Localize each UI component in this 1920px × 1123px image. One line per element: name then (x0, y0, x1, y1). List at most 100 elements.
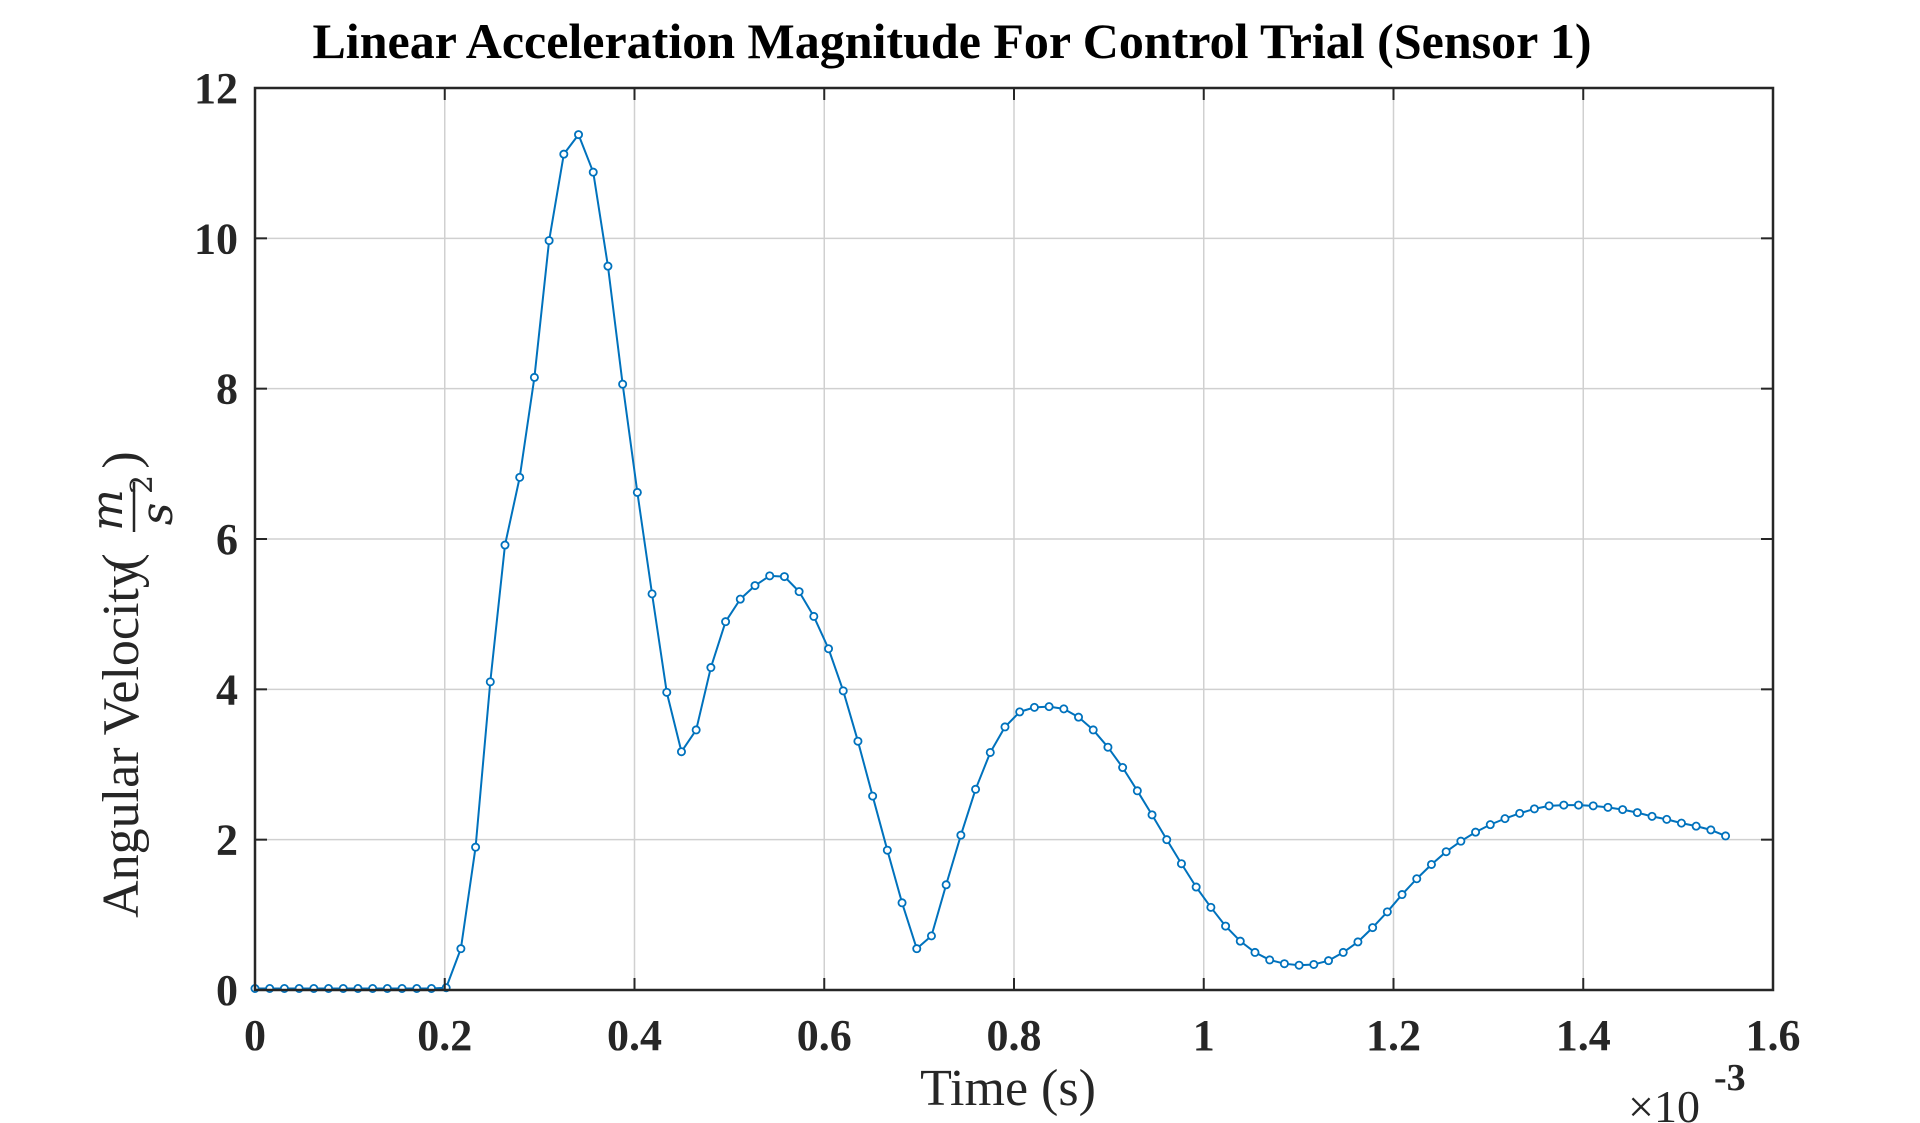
data-point (529, 372, 539, 382)
y-axis-label: Angular Velocity (93, 562, 150, 918)
data-point (1529, 804, 1539, 814)
y-unit-open-paren: ( (93, 553, 150, 570)
data-point (485, 677, 495, 687)
data-point (1176, 859, 1186, 869)
data-point (809, 611, 819, 621)
data-point (1221, 921, 1231, 931)
x-tick-label: 1 (1193, 1011, 1215, 1060)
y-tick-label: 4 (216, 665, 238, 714)
data-point (1706, 825, 1716, 835)
data-point (706, 663, 716, 673)
data-point (1426, 859, 1436, 869)
data-point (765, 571, 775, 581)
data-point (1456, 836, 1466, 846)
y-tick-labels: 0 2 4 6 8 10 12 (194, 64, 238, 1015)
x-exponent-power: -3 (1714, 1057, 1746, 1099)
y-tick-label: 8 (216, 365, 238, 414)
data-point (1235, 936, 1245, 946)
grid-lines (254, 87, 1774, 991)
data-point (897, 898, 907, 908)
data-point (1132, 786, 1142, 796)
series-line (255, 133, 1726, 990)
data-point (574, 130, 584, 140)
x-tick-label: 0.4 (607, 1011, 662, 1060)
data-point (838, 686, 848, 696)
data-point (1559, 800, 1569, 810)
x-exponent-base: ×10 (1628, 1081, 1700, 1123)
chart-title: Linear Acceleration Magnitude For Contro… (312, 13, 1591, 69)
x-tick-label: 1.2 (1366, 1011, 1421, 1060)
data-point (1147, 810, 1157, 820)
data-point (1471, 827, 1481, 837)
data-point (1485, 820, 1495, 830)
data-series (250, 130, 1731, 993)
y-tick-label: 2 (216, 816, 238, 865)
data-point (1265, 955, 1275, 965)
data-point (1294, 960, 1304, 970)
data-point (721, 617, 731, 627)
data-point (1324, 956, 1334, 966)
data-point (853, 736, 863, 746)
data-point (1618, 805, 1628, 815)
y-axis-label-group: Angular Velocity ( m s 2 ) (82, 451, 183, 918)
y-unit-exponent: 2 (125, 475, 160, 494)
data-point (603, 261, 613, 271)
data-point (1191, 882, 1201, 892)
data-point (824, 644, 834, 654)
data-point (750, 581, 760, 591)
data-point (632, 487, 642, 497)
data-point (1059, 704, 1069, 714)
x-tick-label: 1.6 (1746, 1011, 1801, 1060)
data-point (544, 236, 554, 246)
data-point (1588, 801, 1598, 811)
data-point (971, 784, 981, 794)
data-point (1500, 814, 1510, 824)
data-point (1015, 707, 1025, 717)
data-point (515, 472, 525, 482)
data-point (1662, 814, 1672, 824)
data-point (500, 540, 510, 550)
data-point (1000, 722, 1010, 732)
data-point (1338, 947, 1348, 957)
data-point (1206, 902, 1216, 912)
data-point (676, 747, 686, 757)
data-point (1603, 802, 1613, 812)
x-tick-label: 0.6 (797, 1011, 852, 1060)
x-exponent: ×10 -3 (1628, 1057, 1746, 1123)
data-point (1721, 831, 1731, 841)
data-point (1544, 801, 1554, 811)
data-point (1412, 874, 1422, 884)
data-point (1029, 702, 1039, 712)
data-point (1250, 947, 1260, 957)
data-point (662, 687, 672, 697)
x-tick-label: 0 (244, 1011, 266, 1060)
data-point (1103, 742, 1113, 752)
data-point (985, 747, 995, 757)
data-point (1368, 923, 1378, 933)
data-point (588, 167, 598, 177)
data-point (1515, 808, 1525, 818)
data-point (941, 880, 951, 890)
x-tick-label: 1.4 (1556, 1011, 1611, 1060)
y-tick-label: 6 (216, 515, 238, 564)
data-point (1647, 811, 1657, 821)
x-tick-labels: 0 0.2 0.4 0.6 0.8 1 1.2 1.4 1.6 (244, 1011, 1801, 1060)
x-tick-label: 0.8 (987, 1011, 1042, 1060)
x-tick-label: 0.2 (417, 1011, 472, 1060)
y-unit-numerator: m (82, 489, 133, 531)
data-point (1441, 847, 1451, 857)
data-point (1676, 818, 1686, 828)
data-point (1162, 835, 1172, 845)
y-tick-label: 0 (216, 966, 238, 1015)
data-point (912, 944, 922, 954)
data-point (926, 931, 936, 941)
data-point (1118, 763, 1128, 773)
y-unit-close-paren: ) (93, 451, 150, 468)
data-point (779, 572, 789, 582)
data-point (1382, 907, 1392, 917)
data-point (1691, 821, 1701, 831)
y-tick-label: 10 (194, 214, 238, 263)
data-point (471, 842, 481, 852)
data-point (1044, 702, 1054, 712)
data-point (1088, 725, 1098, 735)
